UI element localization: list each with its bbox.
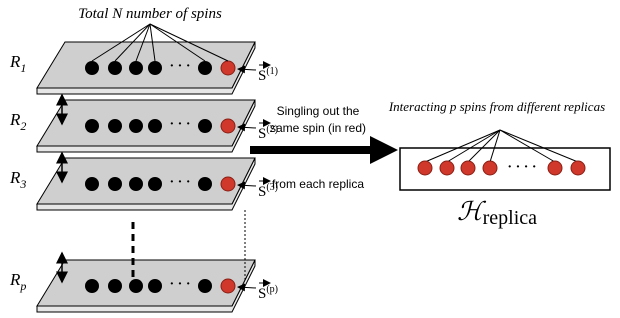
replica-subscript: p [19,279,26,293]
spin [129,119,143,133]
replica-label: R2 [9,110,26,133]
spin [198,119,212,133]
spin [108,61,122,75]
replica-name: R [9,110,21,129]
spin-symbol: S [258,184,266,200]
ellipsis: · · · [169,277,190,292]
diagram: Total N number of spins · · ·R1S(1)· · ·… [0,0,620,318]
replica-label: Rp [9,270,26,293]
replica-label: R1 [9,52,26,75]
spin [148,61,162,75]
replica-name: R [9,270,21,289]
arrow-text: from each replica [272,177,364,191]
replica-label: R3 [9,168,26,191]
red-spin [571,161,585,175]
red-spin [483,161,497,175]
red-spin [440,161,454,175]
big-arrow-head [370,136,398,164]
red-spin [548,161,562,175]
spin-superscript: (p) [266,284,278,295]
spin [198,177,212,191]
hamiltonian: ℋreplica [457,197,537,229]
ellipsis: · · · [169,117,190,132]
spin [148,279,162,293]
spin [85,177,99,191]
spin [129,177,143,191]
spin [108,279,122,293]
right-title: Interacting p spins from different repli… [388,99,605,114]
spin [148,119,162,133]
spin [85,279,99,293]
title: Total N number of spins [78,6,222,22]
red-spin [221,177,235,191]
red-spin [221,119,235,133]
spin-symbol: S [258,126,266,142]
spin [148,177,162,191]
spin [85,61,99,75]
hamiltonian-subscript: replica [483,207,538,229]
arrow-text: Singling out the [277,104,360,118]
replica-subscript: 3 [19,177,26,191]
replica-subscript: 1 [20,61,26,75]
replica-name: R [9,52,21,71]
ellipsis: · · · [169,59,190,74]
spin [198,279,212,293]
red-spin [221,279,235,293]
spin-label: S(p) [258,284,278,302]
ellipsis: · · · · [507,160,536,175]
spin [198,61,212,75]
spin [85,119,99,133]
spin-superscript: (1) [266,66,278,77]
spin-label: S(1) [258,66,278,84]
spin-symbol: S [258,286,266,302]
red-spin [461,161,475,175]
red-spin [418,161,432,175]
ellipsis: · · · [169,175,190,190]
spin-symbol: S [258,68,266,84]
spin [108,177,122,191]
arrow-text: same spin (in red) [270,121,366,135]
spin [129,61,143,75]
replica-name: R [9,168,21,187]
replica-subscript: 2 [20,119,26,133]
spin [108,119,122,133]
red-spin [221,61,235,75]
spin [129,279,143,293]
